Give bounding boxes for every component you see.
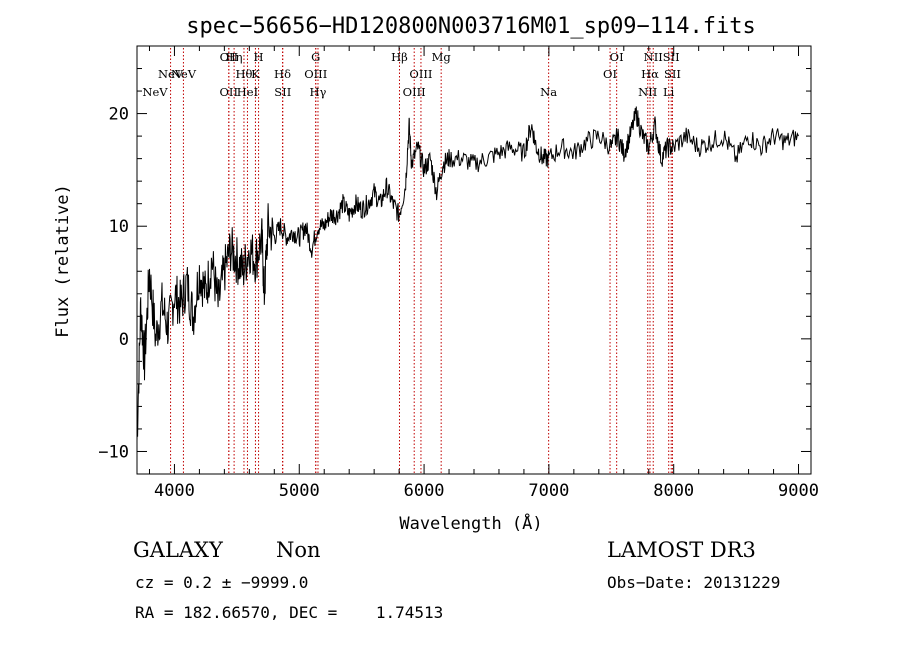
line-label-text: NII bbox=[644, 50, 663, 64]
line-label-text: H bbox=[254, 50, 264, 64]
x-tick-label: 6000 bbox=[404, 481, 445, 501]
y-tick-label: 10 bbox=[109, 217, 129, 237]
line-label-text: G bbox=[311, 50, 320, 64]
line-label-text: OIII bbox=[409, 67, 432, 81]
line-label-text: Hθ bbox=[235, 67, 252, 81]
obs-date-text: Obs−Date: 20131229 bbox=[607, 573, 781, 592]
x-tick-label: 7000 bbox=[528, 481, 569, 501]
line-label-text: Hγ bbox=[310, 85, 327, 99]
y-tick-label: −10 bbox=[98, 442, 129, 462]
line-label-text: SII bbox=[274, 85, 291, 99]
line-label-text: NII bbox=[638, 85, 657, 99]
spectrum-line bbox=[136, 106, 799, 441]
line-label-text: OI bbox=[610, 50, 624, 64]
line-label-text: SII bbox=[664, 67, 681, 81]
line-label-text: OII bbox=[220, 50, 239, 64]
line-label-text: Hα bbox=[641, 67, 659, 81]
redshift-text: cz = 0.2 ± −9999.0 bbox=[135, 573, 309, 592]
line-label-text: NeV bbox=[171, 67, 197, 81]
line-label-text: NeV bbox=[142, 85, 168, 99]
coordinates-text: RA = 182.66570, DEC = 1.74513 bbox=[135, 603, 444, 622]
subclass-label: Non bbox=[276, 538, 321, 562]
line-label-text: Li bbox=[663, 85, 675, 99]
line-label-text: NeV bbox=[158, 67, 184, 81]
x-tick-label: 4000 bbox=[154, 481, 195, 501]
line-label-text: Mg bbox=[432, 50, 452, 64]
classification-label: GALAXY bbox=[133, 538, 223, 562]
line-label-text: OII bbox=[219, 85, 238, 99]
line-label-text: K bbox=[251, 67, 260, 81]
x-tick-label: 9000 bbox=[778, 481, 819, 501]
line-label-text: Hβ bbox=[391, 50, 408, 64]
line-label-text: Hη bbox=[226, 50, 243, 64]
y-tick-label: 0 bbox=[119, 330, 129, 350]
line-label-text: Na bbox=[540, 85, 557, 99]
x-tick-label: 8000 bbox=[653, 481, 694, 501]
y-axis-label: Flux (relative) bbox=[53, 184, 73, 338]
x-axis-label: Wavelength (Å) bbox=[399, 512, 542, 534]
x-tick-label: 5000 bbox=[279, 481, 320, 501]
line-label-text: Hδ bbox=[274, 67, 291, 81]
survey-label: LAMOST DR3 bbox=[607, 538, 756, 562]
axis-ticks: 4000 5000 6000 7000 8000 9000 −10 0 10 20 bbox=[98, 45, 819, 501]
line-label-text: SII bbox=[663, 50, 680, 64]
line-label-text: HeI bbox=[237, 85, 258, 99]
plot-frame bbox=[136, 45, 812, 475]
chart-title: spec−56656−HD120800N003716M01_sp09−114.f… bbox=[186, 14, 756, 39]
line-markers bbox=[170, 48, 673, 474]
y-tick-label: 20 bbox=[109, 105, 129, 125]
line-label-text: OI bbox=[603, 67, 617, 81]
line-label-text: OIII bbox=[304, 67, 327, 81]
line-label-text: OIII bbox=[403, 85, 426, 99]
